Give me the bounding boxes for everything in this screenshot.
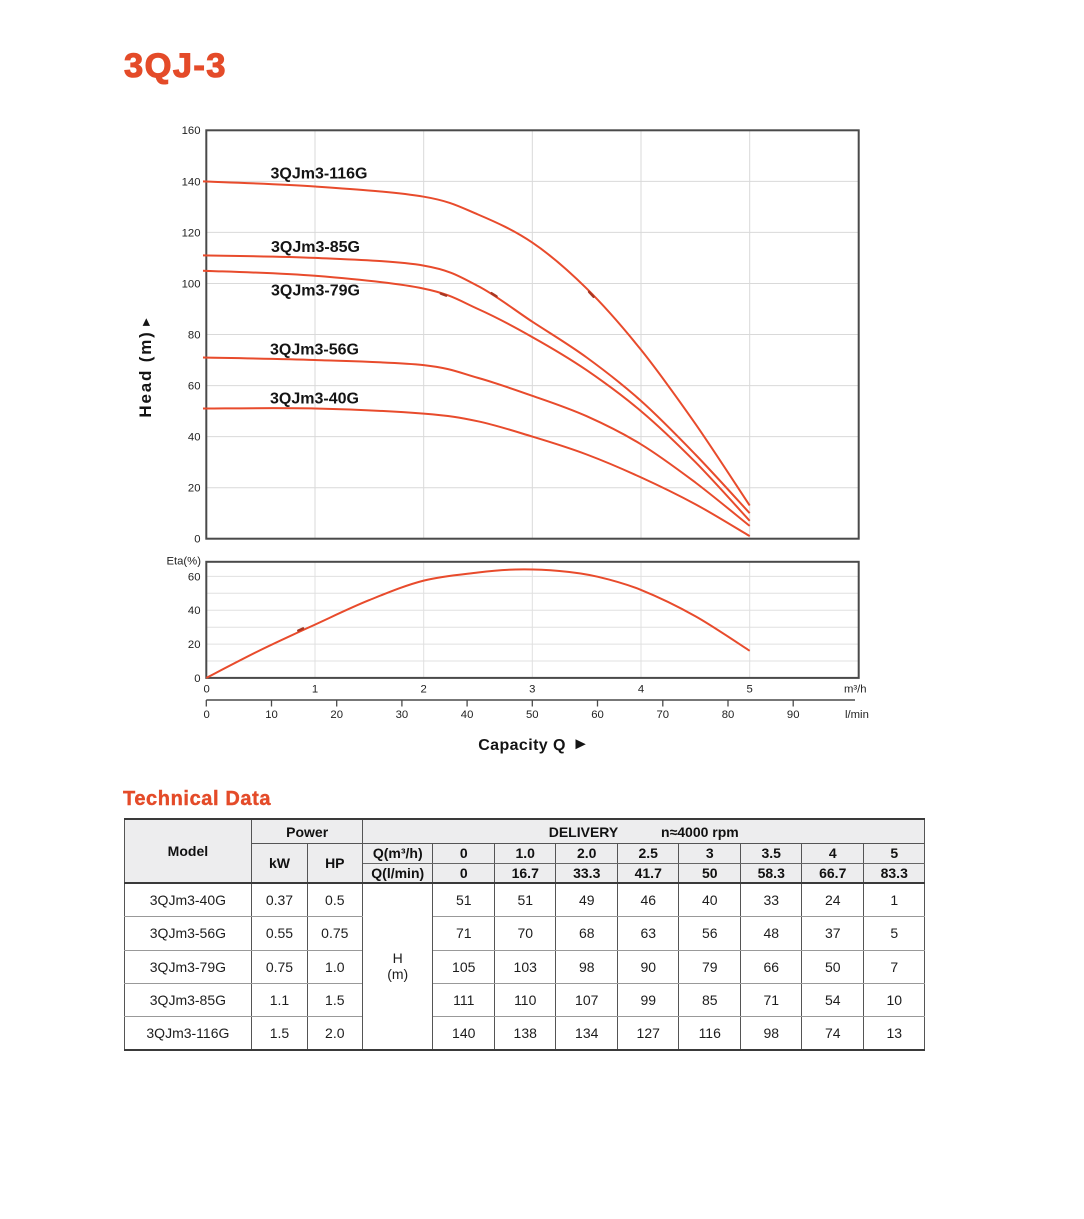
svg-text:4: 4 xyxy=(638,684,644,696)
svg-text:3QJm3-85G: 3QJm3-85G xyxy=(271,239,360,256)
svg-text:3QJm3-116G: 3QJm3-116G xyxy=(271,165,368,182)
svg-text:60: 60 xyxy=(591,709,604,721)
svg-text:3QJm3-79G: 3QJm3-79G xyxy=(271,283,360,300)
svg-text:30: 30 xyxy=(396,709,409,721)
svg-text:120: 120 xyxy=(182,227,201,239)
svg-text:0: 0 xyxy=(194,534,200,546)
svg-text:20: 20 xyxy=(188,483,201,495)
svg-text:20: 20 xyxy=(330,709,343,721)
svg-text:60: 60 xyxy=(188,571,201,583)
svg-text:160: 160 xyxy=(182,125,201,137)
svg-text:90: 90 xyxy=(787,709,800,721)
svg-text:0: 0 xyxy=(203,684,209,696)
svg-text:5: 5 xyxy=(747,684,753,696)
svg-text:3QJm3-56G: 3QJm3-56G xyxy=(270,341,359,358)
svg-text:3: 3 xyxy=(529,684,535,696)
svg-text:140: 140 xyxy=(182,176,201,188)
svg-text:Head (m): Head (m) xyxy=(136,330,155,417)
svg-text:40: 40 xyxy=(461,709,474,721)
svg-text:80: 80 xyxy=(722,709,735,721)
svg-text:60: 60 xyxy=(188,381,201,393)
svg-text:2: 2 xyxy=(421,684,427,696)
svg-text:3QJm3-40G: 3QJm3-40G xyxy=(270,390,359,407)
svg-text:50: 50 xyxy=(526,709,539,721)
svg-text:100: 100 xyxy=(182,278,201,290)
svg-text:Eta(%): Eta(%) xyxy=(166,556,201,568)
svg-text:l/min: l/min xyxy=(845,709,869,721)
svg-text:10: 10 xyxy=(265,709,278,721)
svg-text:m³/h: m³/h xyxy=(844,684,867,696)
svg-text:80: 80 xyxy=(188,329,201,341)
svg-text:20: 20 xyxy=(188,639,201,651)
svg-text:Capacity Q: Capacity Q xyxy=(478,737,566,754)
svg-text:0: 0 xyxy=(203,709,209,721)
svg-text:40: 40 xyxy=(188,432,201,444)
svg-text:70: 70 xyxy=(657,709,670,721)
svg-text:1: 1 xyxy=(312,684,318,696)
svg-text:40: 40 xyxy=(188,605,201,617)
svg-text:0: 0 xyxy=(194,673,200,685)
